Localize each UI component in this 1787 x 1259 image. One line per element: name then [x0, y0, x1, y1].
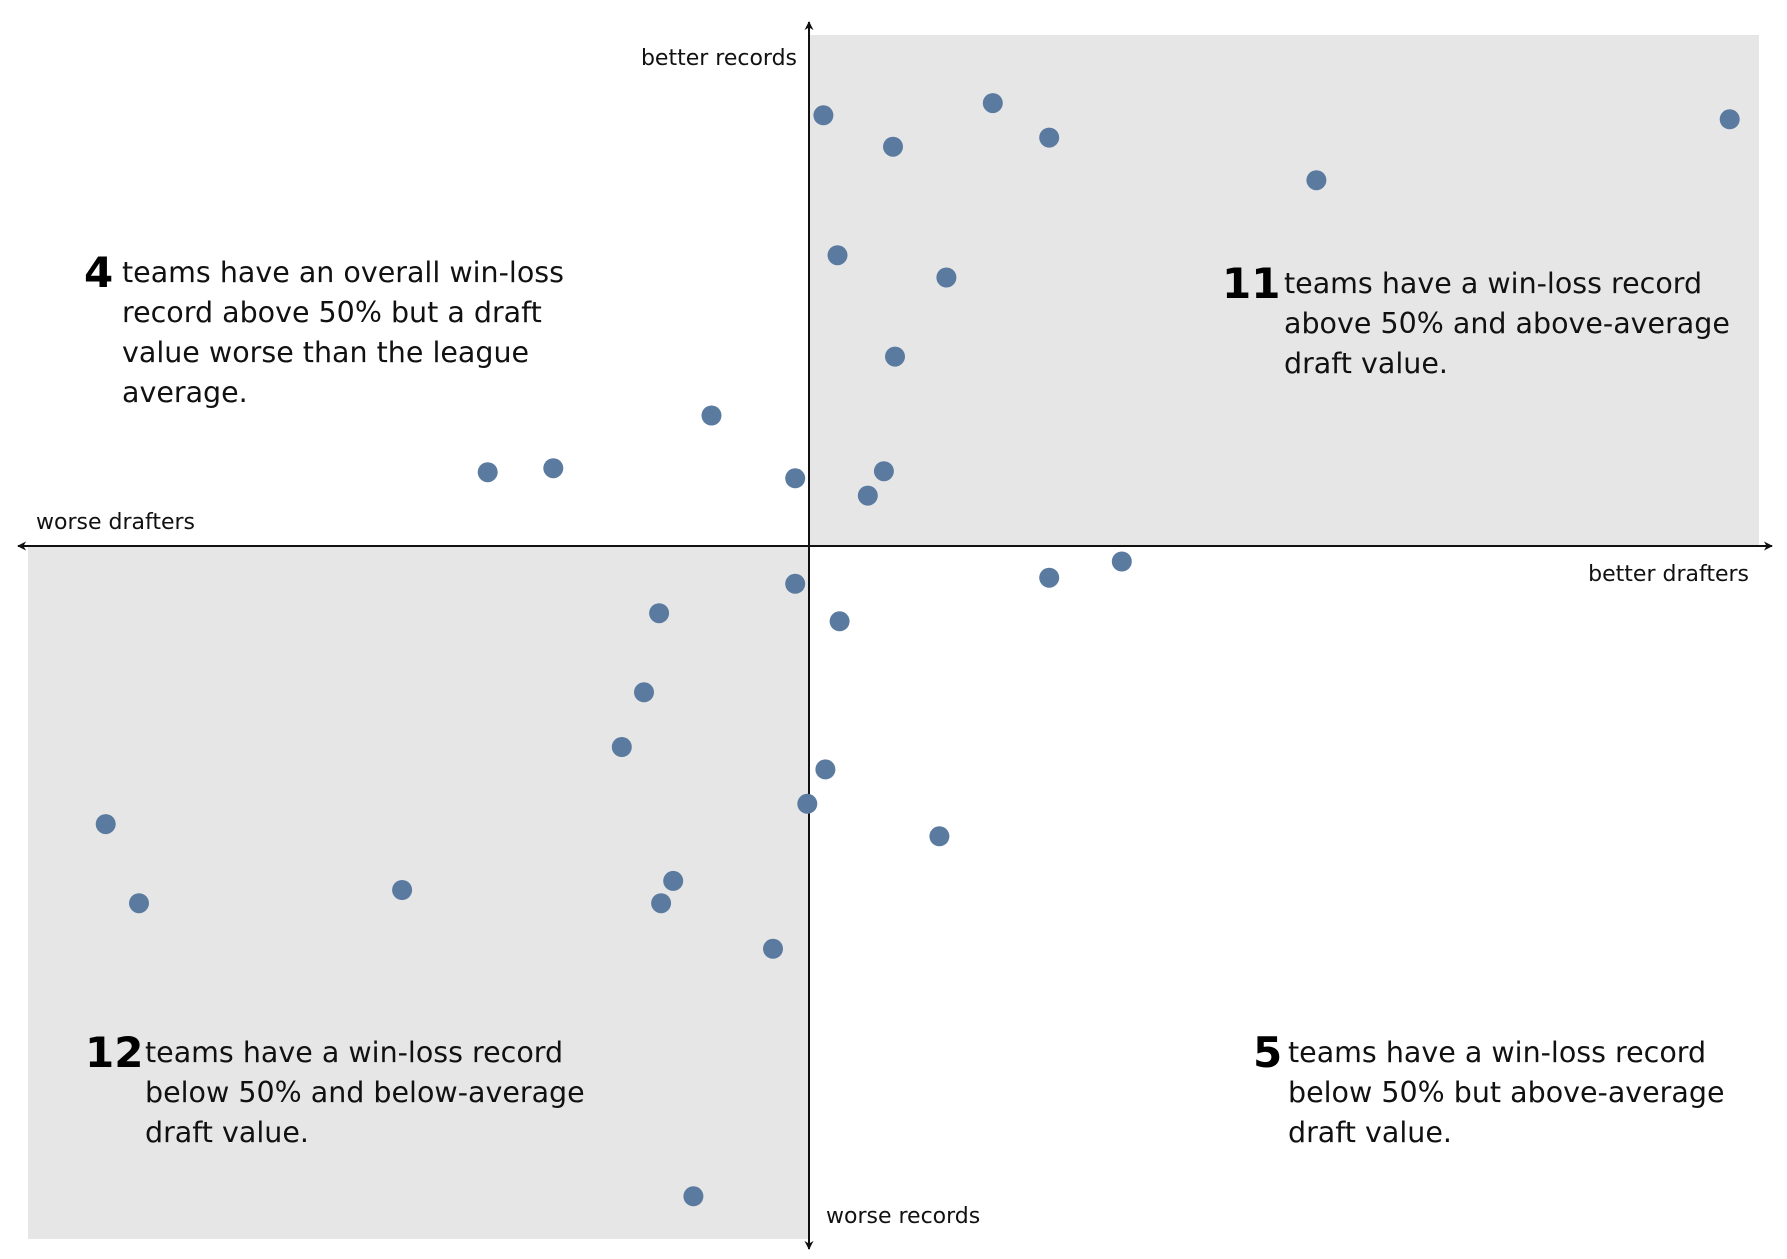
annotation-line: value worse than the league [122, 336, 530, 369]
data-point-24 [797, 793, 818, 814]
data-point-4 [1039, 127, 1060, 148]
annotation-count: 5 [1253, 1028, 1283, 1077]
data-point-7 [827, 245, 848, 266]
data-point-5 [1306, 170, 1327, 191]
annotation-line: teams have a win-loss record [1288, 1036, 1707, 1069]
annotation-line: draft value. [1288, 1116, 1452, 1149]
annotation-count: 4 [84, 248, 114, 297]
annotation-top-left: 4 teams have an overall win-loss record … [84, 252, 582, 413]
data-point-9 [885, 346, 905, 367]
data-point-18 [785, 573, 806, 594]
data-point-15 [857, 485, 878, 506]
annotation-bottom-left: 12 teams have a win-loss record below 50… [85, 1032, 605, 1153]
data-point-20 [649, 603, 670, 624]
annotation-line: below 50% and below-average [145, 1076, 585, 1109]
annotation-line: average. [122, 376, 248, 409]
annotation-line: teams have a win-loss record [145, 1036, 564, 1069]
axis-label-top: better records [641, 46, 797, 71]
data-point-17 [1039, 567, 1060, 588]
annotation-top-right: 11 teams have a win-loss record above 50… [1222, 263, 1744, 384]
data-point-19 [829, 611, 850, 632]
data-point-14 [873, 461, 894, 482]
data-point-12 [543, 458, 564, 479]
annotation-line: below 50% but above-average [1288, 1076, 1725, 1109]
data-point-26 [95, 814, 116, 835]
axis-label-right: better drafters [1588, 562, 1749, 587]
data-point-28 [392, 880, 413, 900]
axis-label-left: worse drafters [36, 510, 195, 535]
axis-label-bottom: worse records [826, 1204, 980, 1229]
data-point-30 [651, 893, 672, 914]
annotation-line: draft value. [1284, 347, 1448, 380]
data-point-3 [883, 136, 903, 157]
data-point-31 [763, 938, 783, 959]
data-points [95, 93, 1740, 1207]
data-point-8 [936, 267, 957, 288]
data-point-22 [611, 737, 632, 757]
shaded-quadrant-top-right [809, 35, 1759, 546]
shaded-quadrant-bottom-left [28, 546, 809, 1239]
annotation-line: above 50% and above-average [1284, 307, 1730, 340]
data-point-2 [982, 93, 1003, 114]
annotation-count: 11 [1222, 259, 1281, 308]
data-point-29 [663, 870, 684, 891]
data-point-1 [813, 105, 834, 126]
annotation-line: teams have an overall win-loss [122, 256, 564, 289]
annotation-count: 12 [85, 1028, 144, 1077]
data-point-32 [683, 1186, 704, 1207]
data-point-16 [1111, 551, 1132, 572]
data-point-27 [129, 893, 149, 914]
annotation-line: draft value. [145, 1116, 309, 1149]
data-point-13 [785, 468, 806, 489]
data-point-25 [929, 826, 950, 847]
data-point-21 [634, 682, 654, 703]
annotation-line: record above 50% but a draft [122, 296, 542, 329]
annotation-line: teams have a win-loss record [1284, 267, 1703, 300]
data-point-10 [701, 405, 722, 426]
data-point-23 [815, 759, 836, 780]
annotation-bottom-right: 5 teams have a win-loss record below 50%… [1253, 1032, 1748, 1153]
data-point-6 [1719, 109, 1740, 130]
data-point-11 [477, 462, 498, 483]
